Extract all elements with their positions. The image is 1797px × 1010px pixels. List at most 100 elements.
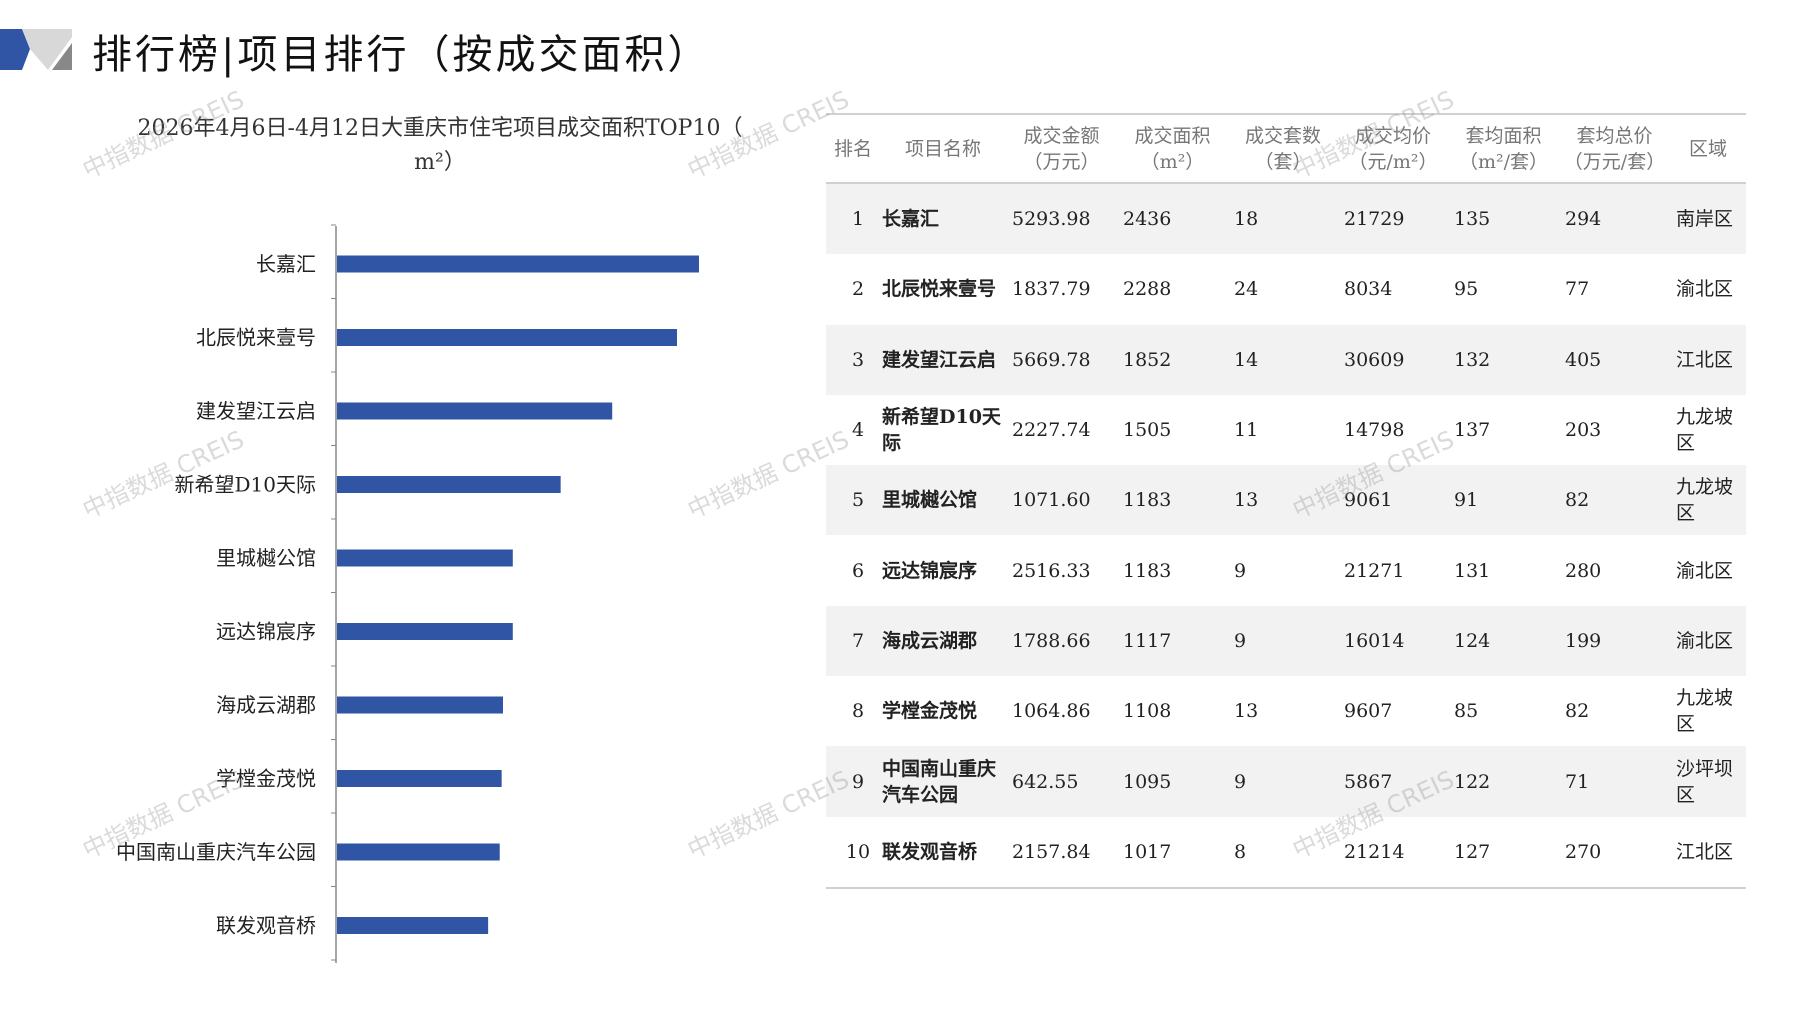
chart-title-line2: m²） <box>414 150 466 175</box>
table-cell: 沙坪坝区 <box>1676 757 1734 806</box>
bar <box>337 623 513 640</box>
bar <box>337 329 678 346</box>
table-cell: 21214 <box>1344 840 1405 863</box>
table-cell: 82 <box>1565 489 1590 512</box>
table-cell: 11 <box>1234 419 1259 442</box>
table-row: 10 联发观音桥 2157.84 1017 8 21214 127 270 江北区 <box>826 817 1746 887</box>
column-header: 成交金额 （万元） <box>1006 123 1117 175</box>
category-label: 远达锦宸序 <box>216 620 316 644</box>
column-header: 排名 <box>826 136 880 162</box>
table-row: 7 海成云湖郡 1788.66 1117 9 16014 124 199 渝北区 <box>826 605 1746 677</box>
column-header-label: 区域 <box>1688 137 1727 160</box>
column-header-unit: （m²/套） <box>1458 150 1549 173</box>
table-cell: 8 <box>1234 840 1247 863</box>
table-cell: 2288 <box>1123 278 1172 301</box>
table-cell: 280 <box>1565 559 1602 582</box>
table-cell: 9 <box>1234 770 1247 793</box>
column-header: 成交套数 （套） <box>1228 123 1338 175</box>
table-row: 4 新希望D10天际 2227.74 1505 11 14798 137 203 九龙坡区 <box>826 395 1746 465</box>
table-cell: 199 <box>1565 629 1602 652</box>
category-label: 北辰悦来壹号 <box>196 326 316 350</box>
table-cell: 1837.79 <box>1012 278 1091 301</box>
category-label: 新希望D10天际 <box>175 473 316 497</box>
table-cell: 9 <box>1234 559 1247 582</box>
table-cell: 30609 <box>1344 348 1405 371</box>
table-cell: 91 <box>1454 489 1479 512</box>
table-cell: 13 <box>1234 700 1259 723</box>
table-cell: 13 <box>1234 489 1259 512</box>
column-header: 成交均价 （元/m²） <box>1338 123 1448 175</box>
table-row: 8 学樘金茂悦 1064.86 1108 13 9607 85 82 九龙坡区 <box>826 676 1746 746</box>
table-cell: 5293.98 <box>1012 208 1091 231</box>
table-cell: 江北区 <box>1676 840 1734 863</box>
table-row: 2 北辰悦来壹号 1837.79 2288 24 8034 95 77 渝北区 <box>826 254 1746 324</box>
table-row: 6 远达锦宸序 2516.33 1183 9 21271 131 280 渝北区 <box>826 535 1746 605</box>
category-label: 中国南山重庆汽车公园 <box>116 840 316 864</box>
table-cell: 2227.74 <box>1012 419 1091 442</box>
table-cell: 1071.60 <box>1012 489 1091 512</box>
table-cell: 14798 <box>1344 419 1405 442</box>
table-cell: 联发观音桥 <box>882 840 978 863</box>
table-cell: 14 <box>1234 348 1259 371</box>
table-cell: 里城樾公馆 <box>882 489 978 512</box>
table-cell: 9 <box>1234 629 1247 652</box>
table-cell: 294 <box>1565 208 1602 231</box>
table-cell: 2157.84 <box>1012 840 1091 863</box>
table-cell: 77 <box>1565 278 1590 301</box>
table-cell: 82 <box>1565 700 1590 723</box>
table-cell: 海成云湖郡 <box>882 629 978 652</box>
table-cell: 1 <box>851 208 865 231</box>
column-header-label: 成交金额 <box>1023 124 1100 147</box>
table-cell: 21729 <box>1344 208 1405 231</box>
table-cell: 长嘉汇 <box>882 208 940 231</box>
table-cell: 5867 <box>1344 770 1393 793</box>
table-row: 3 建发望江云启 5669.78 1852 14 30609 132 405 江北区 <box>826 324 1746 395</box>
column-header: 区域 <box>1670 136 1746 162</box>
table-cell: 6 <box>851 559 865 582</box>
table-cell: 渝北区 <box>1676 559 1734 582</box>
table-cell: 270 <box>1565 840 1602 863</box>
bar <box>337 255 699 273</box>
category-label: 建发望江云启 <box>196 399 316 423</box>
bar <box>337 770 502 787</box>
table-cell: 18 <box>1234 208 1259 231</box>
table-cell: 中国南山重庆汽车公园 <box>882 757 997 806</box>
table-cell: 21271 <box>1344 559 1405 582</box>
table-cell: 203 <box>1565 419 1602 442</box>
column-header-label: 成交套数 <box>1244 124 1321 147</box>
table-cell: 1017 <box>1123 840 1172 863</box>
table-cell: 建发望江云启 <box>882 348 997 371</box>
table-cell: 1183 <box>1123 559 1172 582</box>
table-cell: 江北区 <box>1676 348 1734 371</box>
table-row: 1 长嘉汇 5293.98 2436 18 21729 135 294 南岸区 <box>826 184 1746 255</box>
table-cell: 北辰悦来壹号 <box>882 278 997 301</box>
table-cell: 远达锦宸序 <box>882 559 978 582</box>
table-cell: 1183 <box>1123 489 1172 512</box>
bar <box>337 843 500 861</box>
table-row: 5 里城樾公馆 1071.60 1183 13 9061 91 82 九龙坡区 <box>826 465 1746 536</box>
table-cell: 1095 <box>1123 770 1172 793</box>
table-cell: 95 <box>1454 278 1479 301</box>
column-header-label: 套均总价 <box>1576 124 1653 147</box>
table-cell: 124 <box>1454 629 1491 652</box>
table-cell: 新希望D10天际 <box>882 406 1001 455</box>
column-header-label: 成交面积 <box>1134 124 1211 147</box>
ranking-table: 排名 项目名称 成交金额 （万元） 成交面积 （m²） 成交套数 （套） 成交均价 （元/m²） 套… <box>826 113 1746 889</box>
column-header-unit: （万元/套） <box>1563 150 1666 173</box>
table-cell: 137 <box>1454 419 1491 442</box>
bar <box>337 402 613 420</box>
table-cell: 1108 <box>1123 700 1172 723</box>
chart-title-line1: 2026年4月6日-4月12日大重庆市住宅项目成交面积TOP10（ <box>137 116 743 141</box>
table-cell: 4 <box>851 419 865 442</box>
page-title: 排行榜|项目排行（按成交面积） <box>92 32 711 78</box>
table-cell: 642.55 <box>1012 770 1079 793</box>
category-label: 长嘉汇 <box>256 252 316 276</box>
bar <box>337 549 513 567</box>
table-cell: 渝北区 <box>1676 629 1734 652</box>
table-cell: 渝北区 <box>1676 278 1734 301</box>
table-cell: 8 <box>851 700 865 723</box>
table-cell: 南岸区 <box>1676 208 1734 231</box>
column-header-unit: （套） <box>1254 150 1312 173</box>
column-header-unit: （万元） <box>1023 150 1100 173</box>
table-cell: 5669.78 <box>1012 348 1091 371</box>
